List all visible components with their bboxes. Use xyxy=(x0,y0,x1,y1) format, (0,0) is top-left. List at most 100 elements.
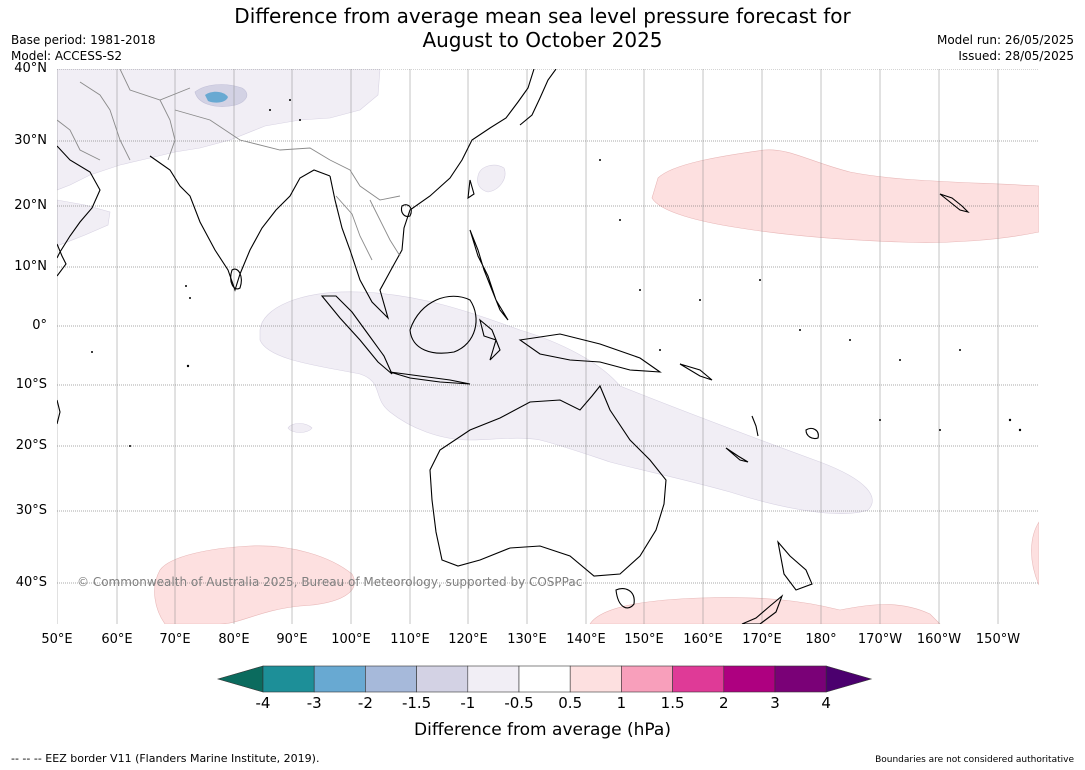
coastline-taiwan xyxy=(467,179,475,200)
latitude-label: 20°N xyxy=(14,198,47,213)
longitude-label: 80°E xyxy=(218,632,250,647)
colorbar-tick-label: -1 xyxy=(460,694,476,712)
colorbar-segment xyxy=(416,665,469,693)
latitude-label: 10°S xyxy=(15,377,47,392)
island-dot xyxy=(269,109,271,111)
base-period: Base period: 1981-2018 xyxy=(11,33,156,47)
colorbar-segment xyxy=(365,665,417,693)
colorbar-tick-label: 3 xyxy=(770,694,780,712)
anomaly-positive-southern-indian xyxy=(154,545,355,624)
anomaly-negative-tibet-core xyxy=(205,91,228,103)
map-area: © Commonwealth of Australia 2025, Bureau… xyxy=(57,69,1039,624)
longitude-label: 140°E xyxy=(566,632,606,647)
title-line-1: Difference from average mean sea level p… xyxy=(234,4,851,28)
colorbar-segment xyxy=(518,665,571,693)
longitude-label: 50°E xyxy=(41,632,73,647)
island-dot xyxy=(129,445,131,447)
coastline-new-zealand-south xyxy=(741,594,784,624)
island-dot xyxy=(185,285,187,287)
colorbar-segment xyxy=(262,665,315,693)
island-dot xyxy=(939,429,941,431)
latitude-label: 40°S xyxy=(15,575,47,590)
eez-border-note: -- -- -- EEZ border V11 (Flanders Marine… xyxy=(11,752,320,765)
coastline-new-guinea xyxy=(518,333,662,373)
border-laos-vietnam xyxy=(369,199,401,257)
coastline-philippines xyxy=(469,229,509,321)
colorbar-tick-label: -0.5 xyxy=(504,694,534,712)
island-dots xyxy=(91,99,1022,447)
longitude-label: 130°E xyxy=(507,632,547,647)
colorbar-extend-low xyxy=(216,665,264,693)
island-dot xyxy=(1008,418,1012,422)
meta-right: Model run: 26/05/2025 Issued: 28/05/2025 xyxy=(937,32,1074,64)
anomaly-positive-east-edge xyxy=(1031,521,1039,586)
latitude-label: 40°N xyxy=(14,61,47,76)
island-dot xyxy=(186,364,190,368)
model-run: Model run: 26/05/2025 xyxy=(936,33,1074,47)
longitude-label: 120°E xyxy=(448,632,488,647)
anomaly-negative-small-blob xyxy=(287,423,313,433)
island-dot xyxy=(1018,428,1022,432)
coastline-vanuatu xyxy=(751,415,759,437)
map-title: Difference from average mean sea level p… xyxy=(0,4,1085,52)
colorbar-tick-label: 1.5 xyxy=(660,694,685,712)
longitude-label: 70°E xyxy=(159,632,191,647)
island-dot xyxy=(289,99,291,101)
longitude-label: 100°E xyxy=(331,632,371,647)
island-dot xyxy=(599,159,601,161)
coastline-java xyxy=(389,371,471,385)
anomaly-positive-north-pacific xyxy=(651,149,1039,243)
anomaly-negative-philippines xyxy=(477,164,506,193)
island-dot xyxy=(699,299,701,301)
colorbar-tick-label: -2 xyxy=(357,694,373,712)
longitude-label: 110°E xyxy=(390,632,430,647)
island-dot xyxy=(299,119,301,121)
coastline-india xyxy=(149,155,331,292)
island-dot xyxy=(639,289,641,291)
coastline-hainan xyxy=(400,204,412,217)
longitude-label: 60°E xyxy=(101,632,133,647)
border-myanmar-thailand xyxy=(335,195,373,261)
longitude-label: 170°E xyxy=(742,632,782,647)
coastline-madagascar-edge xyxy=(57,399,61,425)
title-line-2: August to October 2025 xyxy=(422,28,663,52)
coastline-africa-horn xyxy=(57,243,67,277)
colorbar-tick-label: 0.5 xyxy=(558,694,583,712)
coastline-australia xyxy=(429,384,667,577)
island-dot xyxy=(659,349,661,351)
longitude-label: 160°W xyxy=(916,632,962,647)
colorbar-segment xyxy=(569,665,622,693)
coastline-new-caledonia xyxy=(725,447,749,463)
island-dot xyxy=(91,351,93,353)
colorbar-extend-high xyxy=(825,665,873,693)
latitude-label: 0° xyxy=(32,318,47,333)
meta-left: Base period: 1981-2018 Model: ACCESS-S2 xyxy=(11,32,156,64)
coastline-sulawesi xyxy=(479,318,501,361)
latitude-label: 30°S xyxy=(15,503,47,518)
border-himalaya xyxy=(174,109,331,161)
border-iran-afghanistan xyxy=(79,81,131,161)
island-dot xyxy=(619,219,621,221)
model-name: Model: ACCESS-S2 xyxy=(11,49,123,63)
island-dot xyxy=(899,359,901,361)
gridlines xyxy=(57,69,1039,624)
island-dot xyxy=(799,329,801,331)
border-pakistan-india xyxy=(159,99,176,161)
island-dot xyxy=(189,297,191,299)
coastline-hawaii xyxy=(939,193,970,214)
border-central-asia xyxy=(119,69,191,101)
island-dot xyxy=(849,339,851,341)
colorbar-title: Difference from average (hPa) xyxy=(414,720,671,740)
colorbar-tick-label: 2 xyxy=(719,694,729,712)
colorbar-tick-label: -4 xyxy=(255,694,271,712)
longitude-label: 90°E xyxy=(276,632,308,647)
island-dot xyxy=(959,349,961,351)
colorbar-tick-label: 1 xyxy=(616,694,627,712)
colorbar-segment xyxy=(621,665,673,693)
longitude-label: 150°W xyxy=(975,632,1021,647)
issued-date: Issued: 28/05/2025 xyxy=(958,49,1074,63)
coastlines xyxy=(57,69,970,624)
longitude-label: 180° xyxy=(805,632,837,647)
longitude-label: 150°E xyxy=(624,632,664,647)
